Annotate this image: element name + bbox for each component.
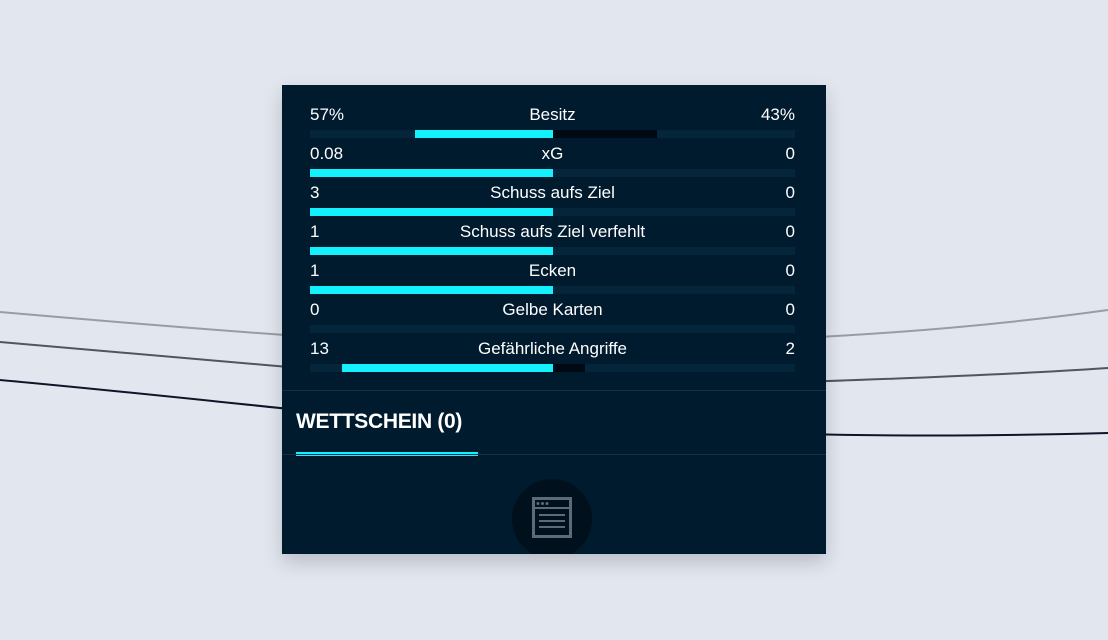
stat-bar-track xyxy=(310,130,795,138)
stat-bar-track xyxy=(310,325,795,333)
stat-bar-home xyxy=(309,286,553,294)
stat-label: Schuss aufs Ziel xyxy=(490,183,615,202)
stat-bar-track xyxy=(309,286,795,294)
stat-row-xg: 0.08 xG 0 xyxy=(309,144,795,183)
stat-row-dangerous-attacks: 13 Gefährliche Angriffe 2 xyxy=(310,339,795,378)
stat-label: Ecken xyxy=(528,261,577,280)
section-divider xyxy=(282,390,826,391)
betslip-empty-icon-container xyxy=(512,479,592,554)
background-curve-dark xyxy=(0,379,1108,437)
stat-label: Gefährliche Angriffe xyxy=(478,339,627,358)
stat-label: Gelbe Karten xyxy=(502,300,603,319)
stat-home-value: 57% xyxy=(310,105,345,124)
stat-home-value: 13 xyxy=(310,339,329,358)
stat-home-value: 1 xyxy=(310,261,320,280)
stat-row-shots-off-target: 1 Schuss aufs Ziel verfehlt 0 xyxy=(309,222,795,261)
background-curve-mid xyxy=(0,341,1108,383)
stat-away-value: 2 xyxy=(785,339,795,358)
stat-bar-track xyxy=(309,208,795,216)
stat-home-value: 1 xyxy=(310,222,320,241)
betslip-document-icon xyxy=(532,497,572,538)
stat-label: xG xyxy=(541,144,564,163)
stat-away-value: 0 xyxy=(785,183,795,202)
match-stats-panel: 57% Besitz 43% 0.08 xG 0 3 Sch xyxy=(282,85,826,554)
stat-bar-home xyxy=(309,247,553,255)
stat-away-value: 0 xyxy=(785,261,795,280)
stat-bar-home xyxy=(341,364,553,372)
stat-away-value: 0 xyxy=(785,300,795,319)
background-curve-light xyxy=(0,309,1108,339)
stat-bar-home xyxy=(309,208,553,216)
stat-row-yellow-cards: 0 Gelbe Karten 0 xyxy=(310,300,795,339)
stat-label: Besitz xyxy=(529,105,576,124)
stat-away-value: 43% xyxy=(760,105,795,124)
stat-bar-home xyxy=(414,130,553,138)
stat-home-value: 0.08 xyxy=(310,144,344,163)
stat-bar-track xyxy=(309,169,795,177)
stat-home-value: 0 xyxy=(310,300,320,319)
stat-bar-track xyxy=(310,364,795,372)
stat-away-value: 0 xyxy=(785,144,795,163)
stat-label: Schuss aufs Ziel verfehlt xyxy=(459,222,646,241)
stat-row-possession: 57% Besitz 43% xyxy=(310,105,795,144)
stat-home-value: 3 xyxy=(310,183,320,202)
tab-divider xyxy=(282,454,826,455)
stat-bar-away xyxy=(552,130,657,138)
betslip-tab[interactable]: WETTSCHEIN (0) xyxy=(296,410,463,433)
stat-row-shots-on-target: 3 Schuss aufs Ziel 0 xyxy=(309,183,795,222)
stat-row-corners: 1 Ecken 0 xyxy=(309,261,795,300)
stat-bar-home xyxy=(309,169,553,177)
stat-bar-track xyxy=(309,247,795,255)
stats-list: 57% Besitz 43% 0.08 xG 0 3 Sch xyxy=(309,105,795,378)
stat-away-value: 0 xyxy=(785,222,795,241)
stat-bar-away xyxy=(552,364,585,372)
